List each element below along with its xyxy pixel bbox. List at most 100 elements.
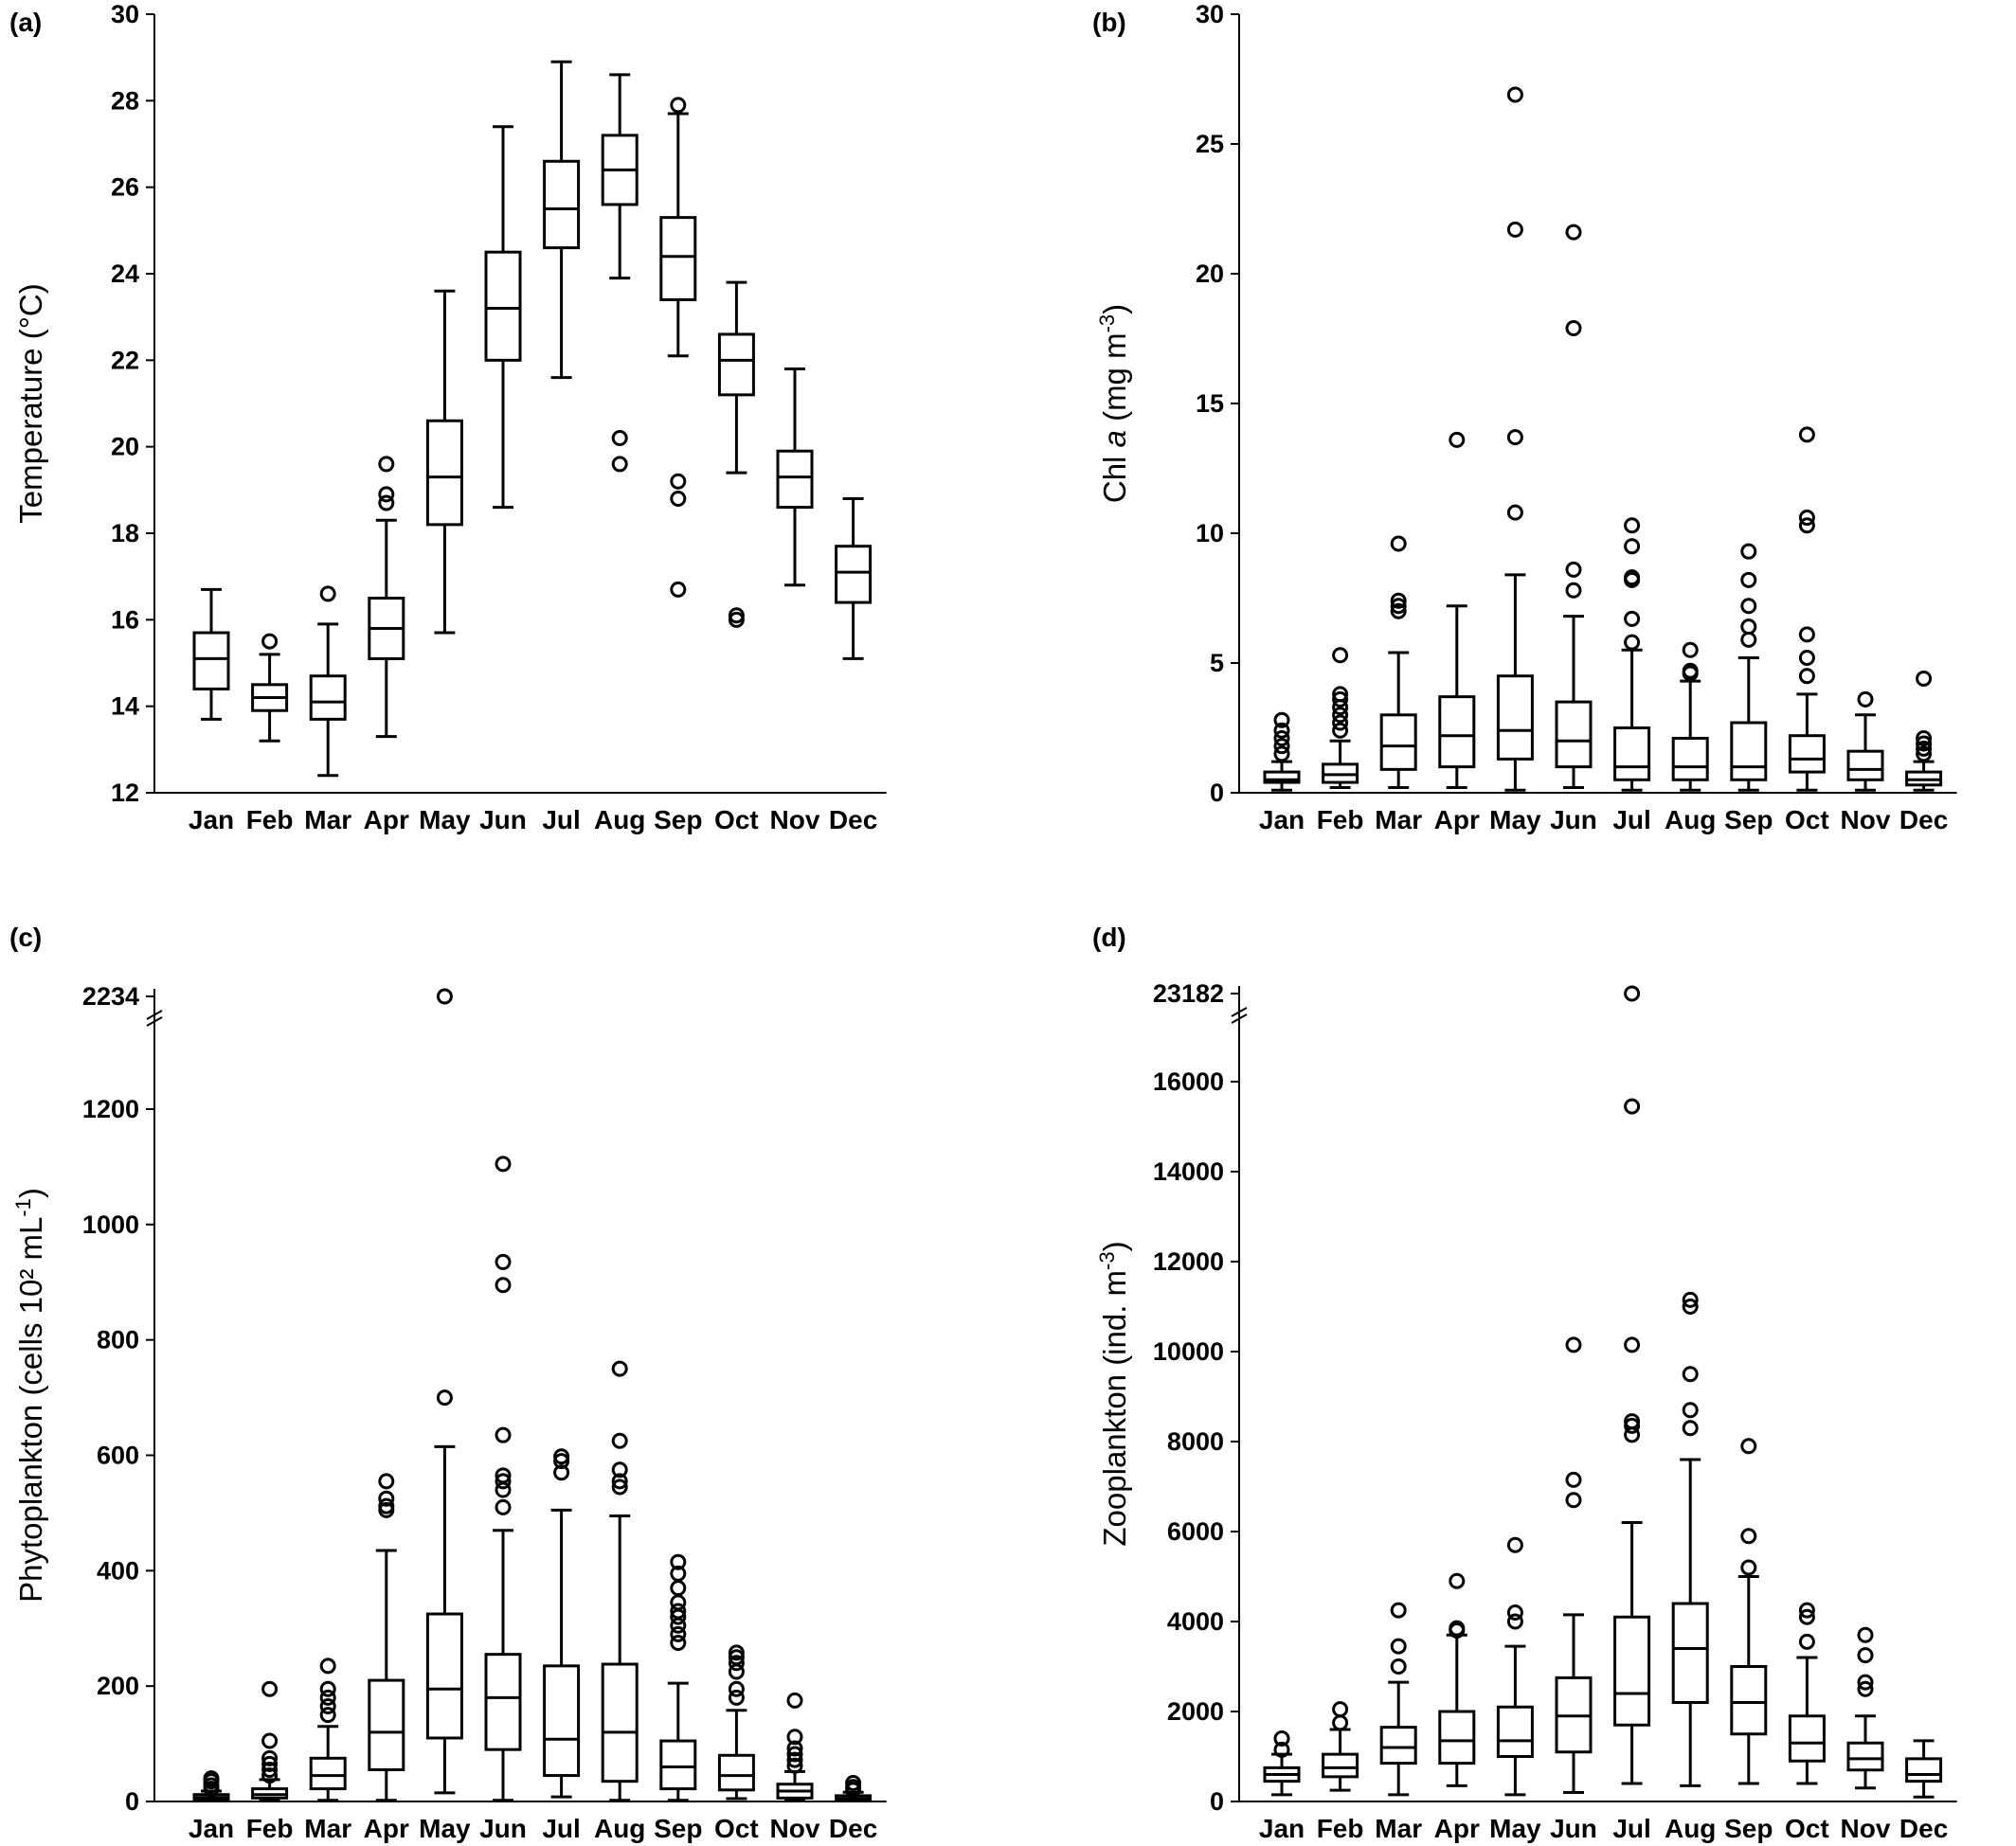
box-aug: [601, 73, 639, 473]
outlier-point: [378, 1497, 395, 1514]
box-may: [425, 988, 463, 1795]
outlier-point: [611, 1360, 628, 1377]
outlier-point: [1390, 1638, 1407, 1655]
outlier-point: [319, 1697, 336, 1714]
x-tick-label: May: [419, 805, 471, 834]
box-jun: [484, 125, 522, 510]
box-iqr: [1613, 1615, 1651, 1727]
box-iqr: [717, 332, 755, 397]
box-jun: [1555, 1336, 1593, 1794]
outlier-point: [611, 1479, 628, 1496]
y-tick-label: 0: [1210, 1787, 1224, 1816]
outlier-point: [261, 1680, 279, 1697]
box-iqr: [1322, 1752, 1359, 1779]
y-tick-label: 5: [1210, 649, 1224, 677]
outlier-point: [670, 1603, 687, 1620]
box-feb: [1322, 1701, 1359, 1792]
outlier-point: [1682, 1366, 1699, 1383]
x-tick-label: Mar: [1375, 805, 1422, 834]
box-oct: [717, 280, 755, 628]
outlier-point: [1565, 1492, 1582, 1509]
box-iqr: [776, 449, 814, 510]
x-tick-label: Sep: [654, 1814, 702, 1843]
outlier-point: [436, 1389, 453, 1407]
outlier-point: [1798, 517, 1815, 534]
box-iqr: [192, 631, 230, 690]
outlier-point: [1916, 745, 1933, 762]
outlier-point: [1506, 1613, 1523, 1630]
axis-break-label: 23182: [1153, 979, 1224, 1008]
outlier-point: [1390, 602, 1407, 619]
x-tick-label: Nov: [1841, 805, 1891, 834]
x-tick-label: Sep: [1724, 805, 1773, 834]
y-tick-label: 12: [111, 779, 139, 807]
x-tick-label: Jan: [1259, 1814, 1305, 1843]
x-tick-label: Jun: [479, 1814, 527, 1843]
outlier-point: [1332, 1701, 1349, 1718]
x-tick-label: Aug: [594, 805, 645, 834]
outlier-point: [1449, 1620, 1466, 1637]
outlier-point: [495, 1277, 512, 1294]
axis-break-label: 2234: [82, 982, 139, 1011]
box-iqr: [543, 1664, 581, 1778]
outlier-point: [1390, 592, 1407, 609]
outlier-point: [261, 1767, 279, 1784]
box-iqr: [1263, 770, 1301, 784]
box-jun: [1555, 224, 1593, 790]
box-iqr: [601, 1662, 639, 1783]
outlier-point: [1449, 1572, 1466, 1589]
panel-a: (a) 12 14 16 18 20 22 24 26 28 30 Temperature (°C) J…: [9, 0, 887, 834]
box-jun: [484, 1156, 522, 1802]
outlier-point: [670, 490, 687, 507]
outlier-point: [378, 494, 395, 511]
outlier-point: [1332, 686, 1349, 703]
box-iqr: [1730, 1665, 1768, 1736]
outlier-point: [1740, 1438, 1757, 1455]
box-feb: [251, 633, 289, 743]
outlier-point: [1390, 535, 1407, 552]
box-aug: [1671, 641, 1709, 792]
outlier-point: [1332, 722, 1349, 739]
x-tick-label: Oct: [1785, 1814, 1829, 1843]
outlier-point: [611, 1461, 628, 1479]
outlier-point: [611, 430, 628, 447]
outlier-point: [1798, 426, 1815, 443]
box-sep: [1730, 543, 1768, 792]
outlier-point: [1798, 650, 1815, 667]
outlier-point: [1390, 598, 1407, 615]
box-feb: [1322, 647, 1359, 790]
outlier-point: [1273, 1741, 1290, 1758]
box-iqr: [659, 216, 697, 301]
outlier-point: [1506, 1536, 1523, 1553]
outlier-point: [1506, 221, 1523, 238]
outlier-point: [1565, 224, 1582, 241]
x-tick-label: Sep: [1724, 1814, 1773, 1843]
x-tick-label: Jun: [479, 805, 527, 834]
outlier-point: [1273, 745, 1290, 762]
panel-label: (c): [9, 923, 42, 952]
x-tick-label: Aug: [1665, 1814, 1716, 1843]
x-tick-label: Dec: [1899, 1814, 1948, 1843]
outlier-point: [1916, 670, 1933, 687]
outlier-point: [261, 1755, 279, 1772]
outlier-point: [1506, 429, 1523, 446]
y-tick-label: 26: [111, 173, 139, 202]
outlier-point: [1857, 1626, 1874, 1643]
outlier-point: [1798, 510, 1815, 527]
y-tick-label: 16: [111, 605, 139, 634]
box-iqr: [1555, 700, 1593, 769]
y-tick-label: 14: [111, 692, 139, 721]
box-iqr: [1671, 1602, 1709, 1704]
outlier-point: [319, 1707, 336, 1724]
y-tick-label: 4000: [1167, 1607, 1224, 1636]
outlier-point: [670, 97, 687, 114]
outlier-point: [670, 1565, 687, 1582]
x-tick-label: Dec: [1899, 805, 1948, 834]
outlier-point: [1624, 1413, 1641, 1430]
outlier-point: [1273, 1730, 1290, 1747]
box-jan: [1263, 711, 1301, 792]
outlier-point: [261, 633, 279, 650]
outlier-point: [495, 1156, 512, 1173]
panel-d: (d) 0 2000 4000 6000 8000 10000 12000 14000 16000…: [1092, 923, 1957, 1843]
outlier-point: [1390, 1602, 1407, 1619]
